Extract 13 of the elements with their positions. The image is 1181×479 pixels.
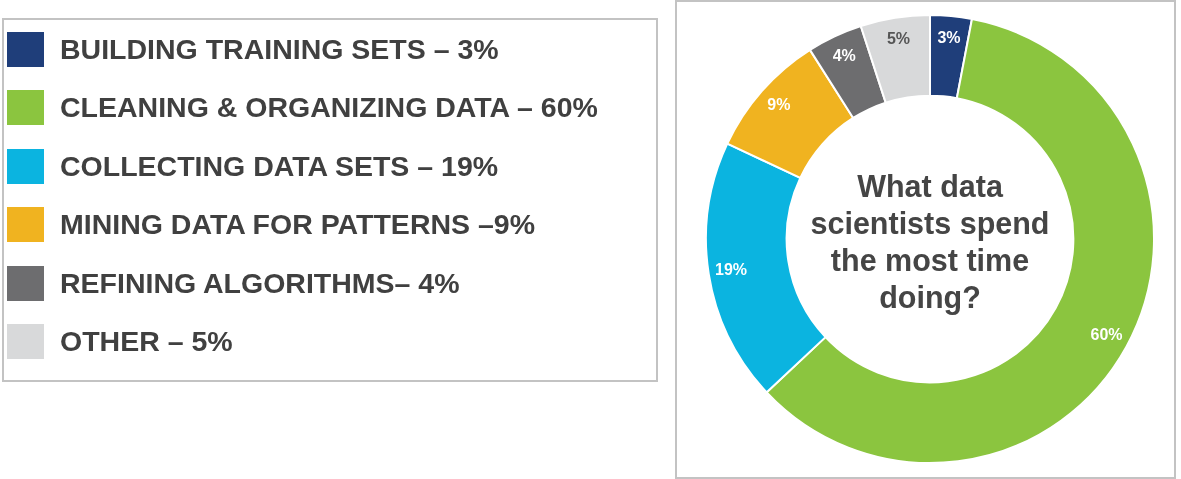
legend-label: REFINING ALGORITHMS– 4% <box>60 266 460 300</box>
legend-label: MINING DATA FOR PATTERNS –9% <box>60 208 536 241</box>
data-label: 4% <box>832 47 856 65</box>
legend-label: CLEANING & ORGANIZING DATA – 60% <box>60 91 598 124</box>
legend-label: BUILDING TRAINING SETS – 3% <box>60 32 499 66</box>
data-label: 60% <box>1090 326 1123 344</box>
data-label: 9% <box>767 96 791 114</box>
text: What data scientists spend the most time doing? <box>809 168 1051 316</box>
data-label: 5% <box>886 30 911 48</box>
data-label: 19% <box>715 260 748 278</box>
legend-label: OTHER – 5% <box>60 325 233 358</box>
legend-label: COLLECTING DATA SETS – 19% <box>60 149 499 183</box>
data-label: 3% <box>937 28 961 46</box>
